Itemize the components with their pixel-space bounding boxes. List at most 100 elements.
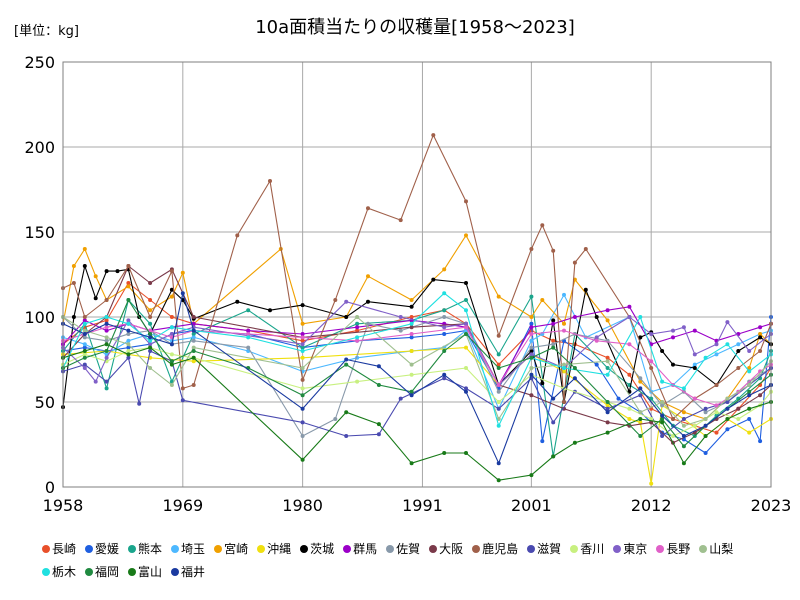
data-point	[82, 352, 87, 357]
legend-label: 埼玉	[181, 542, 206, 556]
data-point	[268, 308, 272, 313]
legend-label: 熊本	[138, 542, 163, 556]
data-point	[300, 335, 305, 340]
data-point	[464, 366, 468, 370]
data-point	[93, 296, 98, 301]
data-point	[442, 325, 447, 330]
data-point	[627, 406, 632, 411]
data-point	[747, 389, 752, 394]
data-point	[496, 478, 501, 483]
data-point	[714, 383, 719, 387]
data-point	[126, 264, 131, 268]
data-point	[268, 179, 272, 183]
data-point	[300, 345, 305, 350]
data-point	[681, 423, 686, 428]
legend-marker	[128, 567, 137, 576]
data-point	[464, 345, 468, 350]
data-point	[104, 325, 109, 330]
data-point	[464, 451, 468, 455]
data-point	[529, 349, 534, 353]
data-point	[104, 335, 109, 340]
data-point	[736, 366, 741, 370]
data-point	[736, 417, 741, 421]
legend-item: 佐賀	[386, 540, 420, 557]
data-point	[333, 298, 338, 302]
data-point	[409, 461, 414, 466]
legend-marker	[171, 567, 180, 576]
data-point	[529, 338, 534, 343]
y-tick-label: 0	[45, 478, 55, 497]
legend-marker	[171, 544, 180, 553]
data-point	[191, 328, 196, 333]
grid	[62, 61, 772, 488]
data-point	[191, 349, 196, 353]
data-point	[104, 315, 109, 319]
data-point	[409, 332, 414, 336]
data-point	[82, 355, 87, 360]
data-point	[126, 318, 131, 323]
data-point	[496, 389, 501, 394]
data-point	[747, 430, 752, 435]
data-point	[376, 364, 381, 369]
data-point	[300, 349, 305, 353]
data-point	[551, 321, 556, 326]
data-point	[246, 345, 251, 350]
data-point	[409, 298, 414, 302]
data-point	[148, 349, 153, 353]
data-point	[529, 372, 534, 377]
data-point	[671, 434, 675, 438]
data-point	[627, 315, 632, 319]
data-point	[496, 366, 501, 370]
data-point	[529, 321, 534, 326]
data-point	[594, 362, 599, 367]
data-point	[71, 281, 76, 285]
data-point	[627, 342, 632, 347]
data-point	[681, 410, 686, 415]
data-point	[169, 294, 174, 299]
data-point	[442, 372, 447, 377]
data-point	[681, 444, 686, 449]
data-point	[703, 451, 708, 455]
data-point	[126, 328, 131, 333]
data-point	[235, 299, 240, 304]
data-point	[464, 281, 468, 285]
data-point	[464, 321, 468, 326]
data-point	[191, 315, 196, 319]
data-point	[126, 349, 131, 353]
data-point	[409, 393, 414, 398]
data-point	[191, 345, 196, 350]
data-point	[736, 406, 741, 411]
legend-marker	[85, 567, 94, 576]
data-point	[551, 420, 556, 425]
data-point	[551, 345, 556, 350]
data-point	[398, 218, 403, 223]
data-point	[638, 434, 643, 438]
data-point	[82, 264, 87, 268]
series-line	[62, 292, 772, 427]
data-point	[409, 362, 414, 367]
data-point	[681, 325, 686, 330]
series-18	[61, 342, 773, 483]
data-point	[169, 269, 174, 274]
y-tick-label: 250	[24, 53, 55, 72]
legend-item: 福井	[171, 563, 205, 580]
data-point	[496, 423, 501, 428]
legend-label: 茨城	[310, 542, 335, 556]
data-point	[464, 298, 468, 302]
legend-item: 長崎	[42, 540, 76, 557]
data-point	[714, 342, 719, 347]
data-point	[660, 403, 665, 408]
data-point	[692, 362, 697, 367]
data-point	[703, 417, 708, 421]
unit-label: [単位：kg]	[14, 23, 79, 39]
data-point	[126, 345, 131, 350]
legend-label: 群馬	[353, 542, 378, 556]
data-point	[703, 406, 708, 411]
legend-marker	[570, 544, 579, 553]
data-point	[180, 291, 185, 296]
data-point	[660, 413, 665, 418]
data-point	[300, 377, 305, 382]
data-point	[442, 315, 447, 319]
data-point	[605, 406, 610, 411]
